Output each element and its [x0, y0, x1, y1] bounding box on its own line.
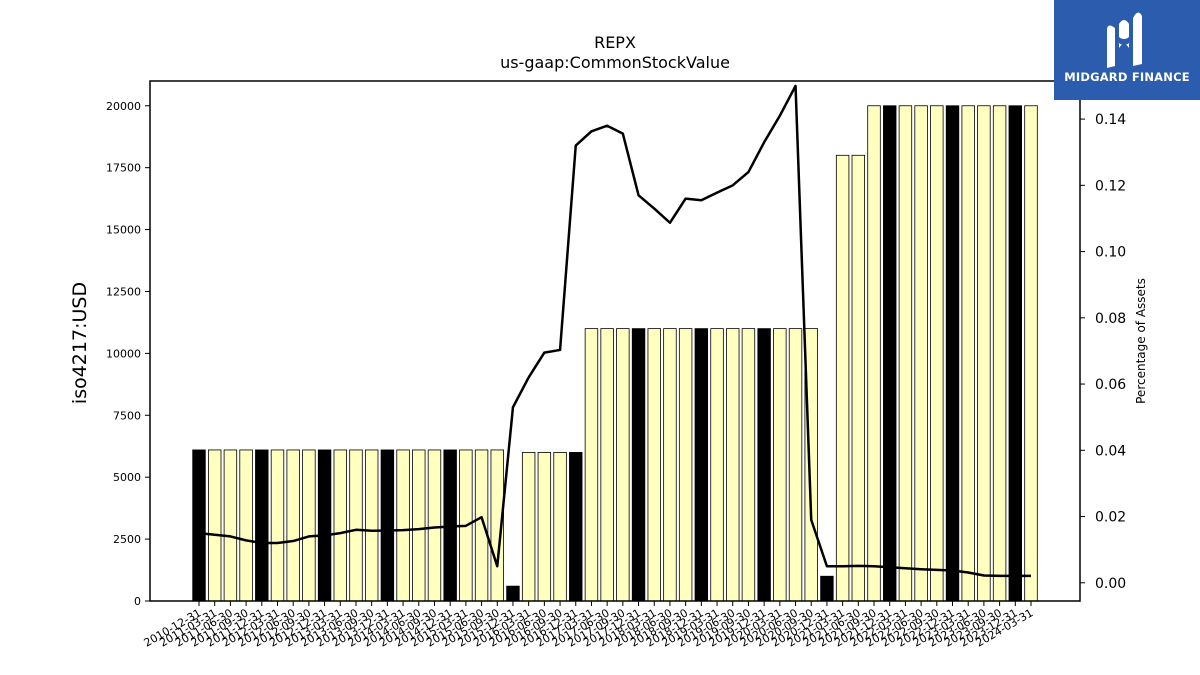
bar: [537, 452, 552, 602]
y2-tick-label: 0.10: [1095, 245, 1126, 261]
bar: [914, 105, 928, 602]
plot-frame: [149, 80, 1081, 602]
y-tick-label: 5000: [113, 471, 141, 484]
bar: [239, 449, 253, 602]
bar: [710, 328, 724, 602]
y-axis-left: 0 2500 5000 7500 10000 12500 15000 17500 20000: [106, 100, 150, 608]
bar: [930, 105, 944, 602]
y-tick-label: 0: [134, 595, 141, 608]
bar: [867, 105, 881, 602]
bar: [694, 328, 709, 602]
bar: [396, 449, 410, 602]
bar: [851, 154, 866, 602]
bar: [1008, 105, 1023, 602]
bar: [726, 328, 740, 602]
bar: [741, 328, 756, 602]
bar: [961, 105, 975, 602]
bar: [678, 328, 693, 602]
y2-tick-label: 0.06: [1095, 377, 1126, 393]
bar: [883, 105, 897, 602]
bar: [506, 585, 520, 602]
bar: [977, 105, 991, 602]
bar: [757, 328, 771, 602]
bar: [1024, 105, 1038, 602]
y-tick-label: 20000: [106, 100, 141, 113]
bar: [412, 449, 426, 602]
y-tick-label: 17500: [106, 162, 141, 175]
bar: [255, 449, 269, 602]
bar: [835, 154, 850, 602]
bar: [631, 328, 646, 602]
bars-group: [192, 105, 1038, 602]
y-tick-label: 12500: [106, 285, 141, 298]
y-tick-label: 7500: [113, 409, 141, 422]
bar: [820, 575, 834, 602]
bar: [380, 449, 395, 602]
bar: [788, 328, 803, 602]
bar: [521, 452, 536, 602]
bar: [333, 449, 347, 602]
bar: [647, 328, 661, 602]
bar: [270, 449, 285, 602]
bar: [317, 449, 332, 602]
y2-tick-label: 0.14: [1095, 112, 1126, 128]
percentage-line: [198, 84, 1031, 578]
bar: [302, 449, 316, 602]
y2-axis-label: Percentage of Assets: [1134, 278, 1148, 404]
y-tick-label: 15000: [106, 224, 141, 237]
bar: [192, 449, 206, 602]
x-axis: 2010-12-312011-03-312011-06-302011-09-30…: [142, 601, 1036, 650]
y-axis-label: iso4217:USD: [69, 282, 91, 404]
bar: [663, 328, 677, 602]
bar: [427, 449, 442, 602]
bar: [992, 105, 1007, 602]
y2-tick-label: 0.00: [1095, 576, 1126, 592]
chart-title: REPX: [594, 33, 636, 52]
y2-tick-label: 0.12: [1095, 178, 1126, 194]
bar: [474, 449, 489, 602]
bar: [773, 328, 787, 602]
chart-subtitle: us-gaap:CommonStockValue: [500, 53, 730, 72]
bar: [600, 328, 614, 602]
y2-tick-label: 0.04: [1095, 443, 1126, 459]
bar: [286, 449, 300, 602]
bar: [553, 452, 567, 602]
y2-tick-label: 0.08: [1095, 311, 1126, 327]
y-tick-label: 10000: [106, 347, 141, 360]
midgard-logo-icon: [1107, 12, 1142, 68]
bar: [898, 105, 913, 602]
y2-tick-label: 0.02: [1095, 510, 1126, 526]
y-axis-right: 0.00 0.02 0.04 0.06 0.08 0.10 0.12 0.14: [1080, 112, 1126, 592]
bar: [349, 449, 363, 602]
bar: [584, 328, 599, 602]
y-tick-label: 2500: [113, 533, 141, 546]
logo-text: MIDGARD FINANCE: [1064, 70, 1190, 84]
bar: [945, 105, 960, 602]
bar: [207, 449, 222, 602]
bar: [569, 452, 583, 602]
bar: [223, 449, 238, 602]
bar: [364, 449, 379, 602]
bar: [616, 328, 630, 602]
brand-logo: MIDGARD FINANCE: [1054, 0, 1200, 100]
